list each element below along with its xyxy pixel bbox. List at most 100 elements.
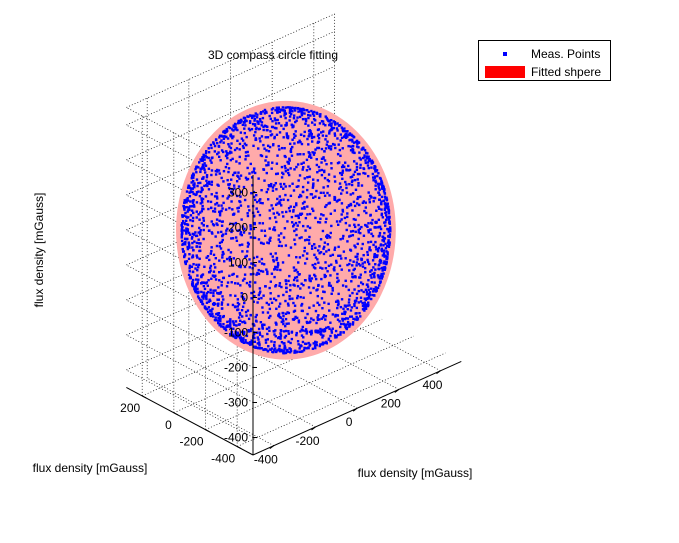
data-point [209,252,213,255]
z-tick-label: 0 [241,291,248,305]
data-point [186,223,189,226]
data-point [329,231,332,235]
data-point [194,267,197,270]
data-point [207,180,211,184]
data-point [339,185,342,189]
data-point [206,290,210,294]
data-point [251,122,255,126]
data-point [218,211,222,215]
data-point [227,167,231,170]
data-point [327,325,330,329]
data-point [227,195,230,198]
data-point [276,111,279,114]
z-tick-label: 200 [228,221,248,235]
data-point [269,252,273,256]
data-point [329,284,333,288]
data-point [330,263,333,266]
data-point [323,327,327,331]
data-point [276,263,280,267]
data-point [300,113,304,117]
data-point [236,282,240,285]
data-point [276,202,279,205]
y-axis-line [126,387,254,456]
data-point [254,346,258,349]
data-point [375,255,378,258]
data-point [215,222,218,225]
data-point [297,185,300,188]
data-point [286,160,289,164]
data-point [218,219,221,223]
data-point [336,306,339,310]
data-point [345,326,349,329]
data-point [325,134,328,138]
data-point [324,267,328,270]
data-point [184,206,188,209]
data-point [255,273,258,276]
data-point [332,120,335,123]
data-point [269,117,273,121]
data-point [280,244,283,248]
data-point [212,301,216,305]
data-point [282,187,285,190]
data-point [298,139,301,142]
data-point [191,241,194,245]
data-point [205,179,208,182]
data-point [322,186,325,189]
data-point [278,284,281,288]
data-point [368,291,372,294]
data-point [365,155,369,158]
data-point [278,344,281,348]
data-point [289,107,292,111]
data-point [341,147,344,150]
data-point [210,161,213,164]
data-point [182,250,185,253]
data-point [272,258,275,262]
data-point [384,202,387,205]
data-point [250,116,254,120]
data-point [257,338,260,341]
data-point [202,291,205,294]
data-point [268,227,271,230]
data-point [295,255,298,259]
data-point [209,206,213,210]
data-point [343,317,346,321]
data-point [258,291,261,295]
data-point [307,143,310,146]
data-point [334,259,338,263]
data-point [345,169,348,172]
data-point [347,133,351,136]
data-point [312,304,315,307]
data-point [199,233,202,236]
data-point [350,180,354,184]
data-point [267,344,270,348]
data-point [314,340,317,344]
data-point [285,210,288,214]
data-point [234,336,238,340]
data-point [348,323,351,326]
data-point [349,230,353,233]
data-point [199,181,202,185]
data-point [291,182,294,185]
data-point [371,259,375,262]
data-point [245,334,249,338]
data-point [232,184,236,187]
data-point [367,279,370,282]
data-point [275,350,278,354]
data-point [314,216,317,220]
data-point [311,263,314,267]
data-point [270,111,274,115]
data-point [299,295,302,299]
data-point [214,138,218,141]
data-point [194,234,198,238]
data-point [318,344,321,348]
data-point [359,264,362,267]
data-point [329,212,333,215]
data-point [249,329,252,333]
data-point [300,334,304,337]
data-point [250,114,253,118]
data-point [220,230,223,234]
data-point [303,249,306,253]
data-point [281,311,284,315]
data-point [238,228,241,232]
data-point [357,262,361,266]
